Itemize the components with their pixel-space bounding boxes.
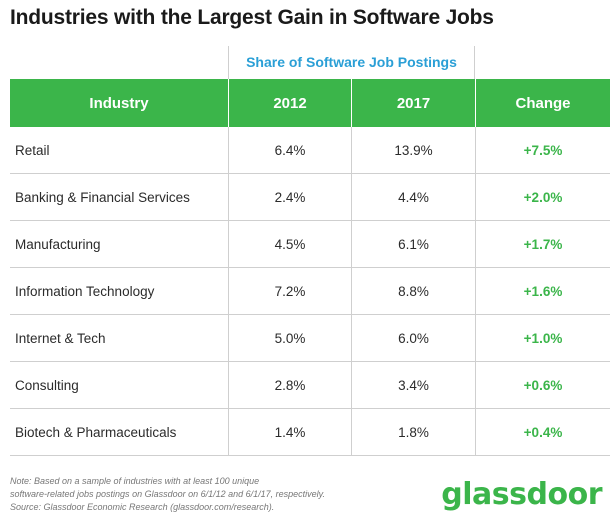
- footnote-line: Source: Glassdoor Economic Research (gla…: [10, 502, 275, 512]
- table-row: Biotech & Pharmaceuticals 1.4% 1.8% +0.4%: [10, 409, 610, 456]
- cell-industry: Banking & Financial Services: [15, 189, 190, 205]
- cell-change: +0.4%: [475, 409, 610, 455]
- cell-2012: 5.0%: [228, 315, 351, 361]
- table-row: Manufacturing 4.5% 6.1% +1.7%: [10, 221, 610, 268]
- cell-industry: Information Technology: [15, 283, 155, 299]
- glassdoor-logo: glassdoor: [441, 477, 602, 512]
- cell-2017: 4.4%: [351, 174, 475, 220]
- cell-2017: 6.0%: [351, 315, 475, 361]
- column-header-industry: Industry: [89, 94, 149, 112]
- cell-2017: 3.4%: [351, 362, 475, 408]
- cell-2012: 4.5%: [228, 221, 351, 267]
- cell-change: +7.5%: [475, 127, 610, 173]
- cell-2012: 1.4%: [228, 409, 351, 455]
- table-row: Banking & Financial Services 2.4% 4.4% +2.0…: [10, 174, 610, 221]
- table-row: Information Technology 7.2% 8.8% +1.6%: [10, 268, 610, 315]
- cell-change: +1.0%: [475, 315, 610, 361]
- footnote: Note: Based on a sample of industries wi…: [10, 475, 430, 514]
- footnote-line: Note: Based on a sample of industries wi…: [10, 476, 260, 486]
- cell-industry: Biotech & Pharmaceuticals: [15, 424, 177, 440]
- data-table: Industry 2012 2017 Change Retail 6.4% 13.9…: [10, 79, 610, 456]
- cell-change: +1.7%: [475, 221, 610, 267]
- cell-2017: 8.8%: [351, 268, 475, 314]
- cell-2012: 2.8%: [228, 362, 351, 408]
- table-body: Retail 6.4% 13.9% +7.5% Banking & Financial …: [10, 127, 610, 456]
- cell-2012: 6.4%: [228, 127, 351, 173]
- column-header-2017: 2017: [351, 79, 475, 127]
- column-header-change: Change: [475, 79, 610, 127]
- cell-2017: 13.9%: [351, 127, 475, 173]
- table-row: Internet & Tech 5.0% 6.0% +1.0%: [10, 315, 610, 362]
- cell-industry: Internet & Tech: [15, 330, 106, 346]
- footnote-line: software-related jobs postings on Glassd…: [10, 489, 326, 499]
- cell-industry: Consulting: [15, 377, 79, 393]
- table-header-row: Industry 2012 2017 Change: [10, 79, 610, 127]
- table-row: Retail 6.4% 13.9% +7.5%: [10, 127, 610, 174]
- cell-change: +1.6%: [475, 268, 610, 314]
- cell-2017: 1.8%: [351, 409, 475, 455]
- cell-industry: Manufacturing: [15, 236, 101, 252]
- cell-2012: 2.4%: [228, 174, 351, 220]
- cell-industry: Retail: [15, 142, 50, 158]
- chart-title: Industries with the Largest Gain in Soft…: [10, 6, 494, 29]
- group-header: Share of Software Job Postings: [228, 46, 475, 79]
- cell-change: +2.0%: [475, 174, 610, 220]
- cell-2012: 7.2%: [228, 268, 351, 314]
- column-header-2012: 2012: [228, 79, 351, 127]
- cell-change: +0.6%: [475, 362, 610, 408]
- table-row: Consulting 2.8% 3.4% +0.6%: [10, 362, 610, 409]
- cell-2017: 6.1%: [351, 221, 475, 267]
